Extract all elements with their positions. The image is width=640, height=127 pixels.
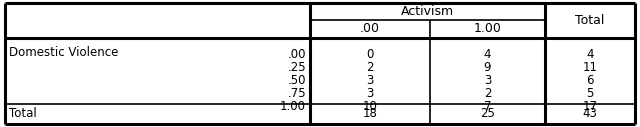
Text: 2: 2: [366, 61, 374, 74]
Text: 43: 43: [582, 107, 597, 120]
Text: 1.00: 1.00: [280, 100, 306, 113]
Text: .75: .75: [287, 87, 306, 100]
Text: .00: .00: [287, 48, 306, 61]
Text: 6: 6: [586, 74, 594, 87]
Text: 4: 4: [586, 48, 594, 61]
Text: 3: 3: [366, 87, 374, 100]
Text: 9: 9: [484, 61, 492, 74]
Text: .00: .00: [360, 22, 380, 36]
Text: 0: 0: [366, 48, 374, 61]
Text: Total: Total: [9, 107, 36, 120]
Text: 18: 18: [363, 107, 378, 120]
Text: Activism: Activism: [401, 5, 454, 18]
Text: 1.00: 1.00: [474, 22, 501, 36]
Text: 11: 11: [582, 61, 598, 74]
Text: 25: 25: [480, 107, 495, 120]
Text: Total: Total: [575, 14, 605, 27]
Text: 3: 3: [366, 74, 374, 87]
Text: Domestic Violence: Domestic Violence: [9, 46, 118, 59]
Text: 7: 7: [484, 100, 492, 113]
Text: .25: .25: [287, 61, 306, 74]
Text: 17: 17: [582, 100, 598, 113]
Text: 5: 5: [586, 87, 594, 100]
Text: 4: 4: [484, 48, 492, 61]
Text: 2: 2: [484, 87, 492, 100]
Text: .50: .50: [287, 74, 306, 87]
Text: 3: 3: [484, 74, 491, 87]
Text: 10: 10: [363, 100, 378, 113]
